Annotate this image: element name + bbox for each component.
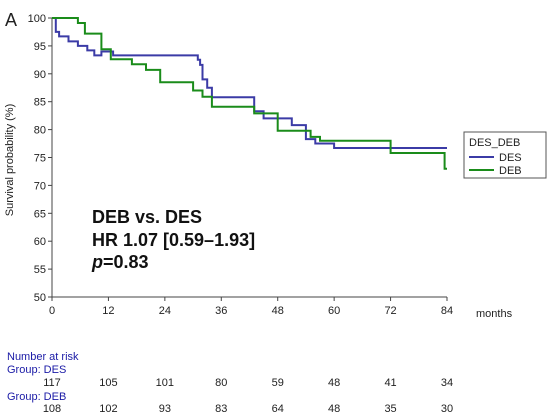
x-tick-label: 24 [159,305,171,317]
x-tick-label: 60 [328,305,340,317]
y-tick-label: 75 [34,153,46,165]
y-tick-label: 65 [34,208,46,220]
y-tick-label: 50 [34,292,46,304]
x-tick-label: 84 [441,305,453,317]
x-tick-label: 0 [49,305,55,317]
risk-value: 80 [215,377,228,389]
risk-group-label-deb: Group: DEB [7,391,67,403]
risk-value: 48 [328,377,341,389]
risk-group-label-des: Group: DES [7,364,67,376]
y-tick-label: 80 [34,125,46,137]
y-tick-label: 85 [34,97,46,109]
x-tick-label: 48 [272,305,284,317]
survival-curves [52,17,447,170]
risk-value: 48 [328,403,341,415]
y-tick-label: 95 [34,41,46,53]
risk-value: 102 [99,403,118,415]
risk-value: 83 [215,403,228,415]
y-tick-label: 100 [28,13,46,25]
x-axis-label: months [476,308,513,320]
risk-value: 30 [440,403,454,415]
risk-value: 93 [158,403,171,415]
legend-title: DES_DEB [469,137,520,149]
annotation: DEB vs. DES HR 1.07 [0.59–1.93] p=0.83 [91,207,255,272]
legend-label-des: DES [499,152,522,164]
annotation-hr: HR 1.07 [0.59–1.93] [92,230,255,250]
y-tick-label: 70 [34,180,46,192]
y-tick-label: 60 [34,236,46,248]
x-tick-label: 36 [215,305,227,317]
risk-value: 117 [43,377,61,389]
x-tick-label: 12 [102,305,114,317]
y-tick-label: 55 [34,264,46,276]
annotation-comparison: DEB vs. DES [92,207,202,227]
annotation-p-label: p [91,252,103,272]
risk-value: 59 [271,377,284,389]
series-line-deb [52,17,447,170]
risk-value: 64 [271,403,284,415]
series-line-des [52,17,447,149]
y-axis-label: Survival probability (%) [4,104,16,216]
risk-value: 34 [440,377,454,389]
risk-value: 108 [42,403,62,415]
risk-table-title: Number at risk [7,351,79,363]
x-tick-label: 72 [384,305,396,317]
annotation-p: p=0.83 [91,252,149,272]
axes: 50 55 60 65 70 75 80 85 90 95 100 0 12 24 36 48 60 72 84 [28,13,453,317]
legend: DES_DEB DES DEB [463,131,547,179]
risk-value: 41 [384,377,397,389]
legend-label-deb: DEB [499,165,522,177]
risk-value: 35 [384,403,397,415]
panel-letter: A [5,10,17,30]
annotation-p-value: =0.83 [103,252,149,272]
y-tick-label: 90 [34,69,46,81]
risk-value: 101 [155,377,175,389]
risk-value: 105 [99,377,118,389]
